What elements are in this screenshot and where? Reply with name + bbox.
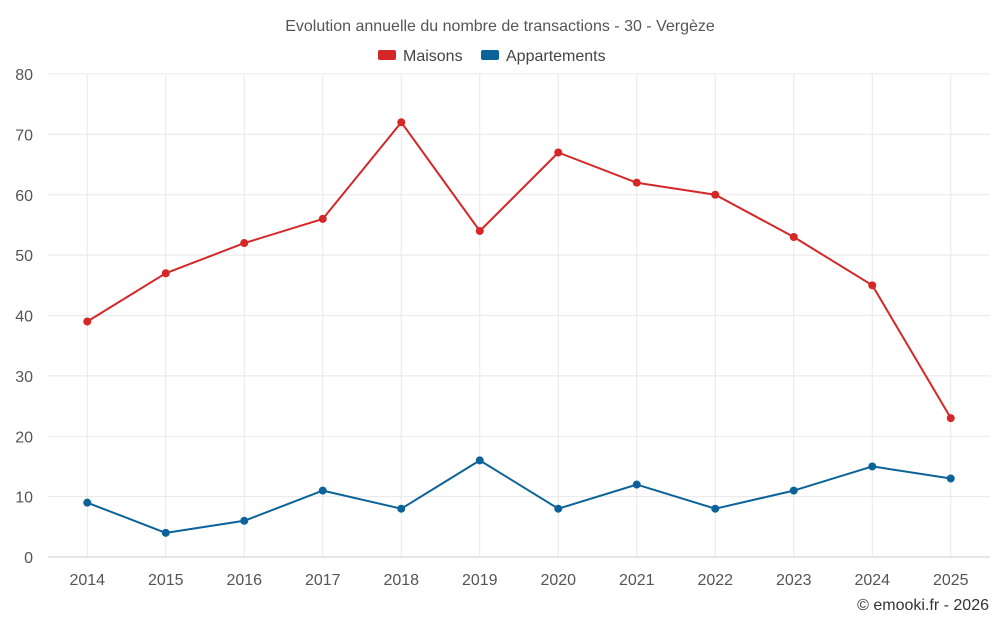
- y-tick-label: 40: [15, 309, 33, 326]
- data-point-maisons[interactable]: [240, 239, 249, 248]
- data-point-appartements[interactable]: [554, 504, 563, 513]
- credit: © emooki.fr - 2026: [857, 597, 989, 614]
- legend-label-appartements[interactable]: Appartements: [506, 48, 606, 65]
- data-point-maisons[interactable]: [632, 178, 641, 187]
- grid: [48, 73, 990, 558]
- data-point-maisons[interactable]: [868, 281, 877, 290]
- y-axis: 0 10 20 30 40 50 60 70 80: [15, 67, 33, 567]
- data-point-appartements[interactable]: [240, 516, 249, 525]
- data-point-maisons[interactable]: [318, 214, 327, 223]
- y-tick-label: 70: [15, 127, 33, 144]
- x-tick-label: 2018: [383, 572, 419, 589]
- data-point-maisons[interactable]: [789, 233, 798, 242]
- x-tick-label: 2019: [462, 572, 498, 589]
- data-point-appartements[interactable]: [868, 462, 877, 471]
- y-tick-label: 80: [15, 67, 33, 84]
- series-line-maisons: [86, 121, 952, 419]
- data-point-appartements[interactable]: [318, 486, 327, 495]
- x-axis: 2014 2015 2016 2017 2018 2019 2020 2021 2022 2023…: [48, 556, 990, 589]
- data-point-maisons[interactable]: [161, 269, 170, 278]
- x-tick-label: 2017: [305, 572, 341, 589]
- data-point-appartements[interactable]: [397, 504, 406, 513]
- data-point-appartements[interactable]: [789, 486, 798, 495]
- data-point-appartements[interactable]: [475, 456, 484, 465]
- x-tick-label: 2021: [619, 572, 655, 589]
- y-tick-label: 20: [15, 429, 33, 446]
- legend-swatch-maisons: [378, 50, 396, 60]
- data-point-appartements[interactable]: [83, 498, 92, 507]
- x-tick-label: 2015: [148, 572, 184, 589]
- data-point-appartements[interactable]: [632, 480, 641, 489]
- data-point-maisons[interactable]: [83, 317, 92, 326]
- data-point-maisons[interactable]: [711, 190, 720, 199]
- x-tick-label: 2022: [697, 572, 733, 589]
- data-point-maisons[interactable]: [946, 414, 955, 423]
- x-tick-label: 2014: [69, 572, 105, 589]
- x-tick-label: 2020: [540, 572, 576, 589]
- y-tick-label: 0: [24, 550, 33, 567]
- data-point-maisons[interactable]: [397, 118, 406, 127]
- series: [83, 118, 955, 537]
- data-point-appartements[interactable]: [946, 474, 955, 483]
- x-tick-label: 2025: [933, 572, 969, 589]
- y-tick-label: 10: [15, 490, 33, 507]
- chart-title: Evolution annuelle du nombre de transact…: [285, 18, 715, 35]
- series-line-appartements: [86, 459, 951, 534]
- legend-label-maisons[interactable]: Maisons: [403, 48, 463, 65]
- x-tick-label: 2023: [776, 572, 812, 589]
- data-point-maisons[interactable]: [554, 148, 563, 157]
- data-point-appartements[interactable]: [711, 504, 720, 513]
- x-tick-label: 2024: [854, 572, 890, 589]
- x-tick-label: 2016: [226, 572, 262, 589]
- legend: Maisons Appartements: [378, 48, 606, 65]
- data-point-maisons[interactable]: [475, 226, 484, 235]
- y-tick-label: 60: [15, 188, 33, 205]
- data-point-appartements[interactable]: [161, 528, 170, 537]
- y-tick-label: 50: [15, 248, 33, 265]
- y-tick-label: 30: [15, 369, 33, 386]
- legend-swatch-appartements: [481, 50, 499, 60]
